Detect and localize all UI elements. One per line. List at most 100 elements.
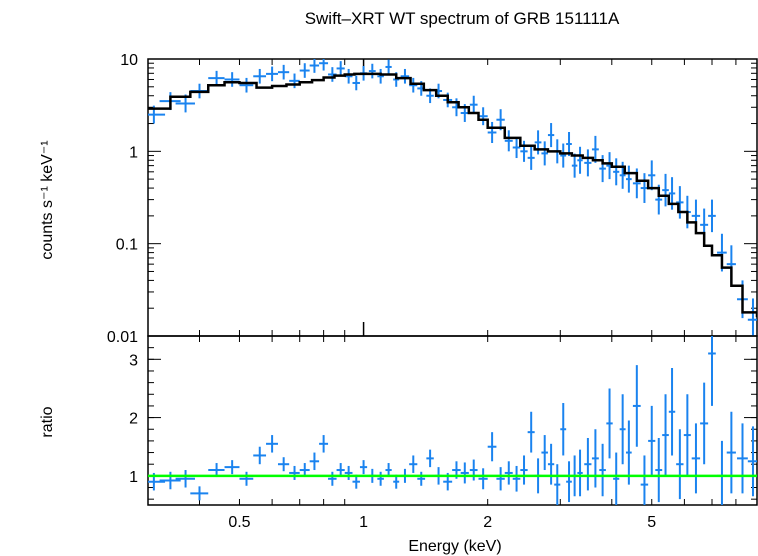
x-tick-label: 2 — [483, 514, 492, 531]
spectrum-data-point — [253, 68, 267, 84]
ratio-data-point — [478, 468, 488, 490]
spectrum-data-point — [277, 64, 290, 80]
spectrum-data-point — [520, 140, 528, 162]
ratio-data-point — [662, 394, 669, 476]
ratio-data-point — [239, 471, 254, 486]
ratio-data-point — [512, 465, 521, 492]
y-tick-label: 0.01 — [107, 329, 138, 346]
y-tick-label: 2 — [129, 411, 138, 428]
ratio-panel: 0.5 1 2 5 1 2 3 — [129, 59, 758, 531]
model-curve-group — [148, 72, 757, 318]
x-tick-label: 0.5 — [228, 514, 250, 531]
spectrum-data-point — [708, 199, 716, 233]
y-tick-label: 1 — [129, 144, 138, 161]
ratio-data-point — [640, 455, 649, 505]
ratio-data-point — [708, 336, 716, 406]
spectrum-data-point — [504, 130, 513, 152]
spectrum-data-point — [541, 141, 548, 166]
spectrum-data-point — [566, 131, 572, 157]
ratio-data-point — [426, 449, 434, 468]
spectrum-data-point — [409, 77, 418, 93]
ratio-y-axis-label: ratio — [39, 406, 56, 437]
ratio-data-point — [700, 382, 709, 465]
spectrum-data-point — [584, 149, 592, 177]
ratio-data-point — [175, 470, 195, 488]
chart-title: Swift–XRT WT spectrum of GRB 151111A — [305, 9, 620, 28]
ratio-plot-frame — [147, 335, 758, 506]
ratio-data-point — [289, 465, 300, 480]
x-tick-label: 1 — [359, 514, 368, 531]
ratio-data-point — [487, 432, 497, 462]
x-axis-label: Energy (keV) — [408, 538, 501, 555]
y-tick-label: 0.1 — [116, 237, 138, 254]
ratio-data-point — [504, 461, 513, 485]
spectrum-data-point — [385, 59, 392, 75]
y-tick-label: 10 — [120, 52, 138, 69]
ratio-data-point — [591, 429, 599, 488]
spectrum-data-point — [571, 153, 578, 178]
spectrum-data-point — [577, 146, 583, 174]
ratio-data-point — [309, 452, 320, 471]
ratio-data-point — [359, 460, 368, 475]
ratio-data-point — [726, 411, 736, 494]
ratio-data-point — [613, 452, 620, 505]
spectrum-data-point — [336, 61, 345, 76]
spectrum-data-point — [289, 73, 300, 89]
spectrum-data-point — [469, 95, 478, 114]
spectrum-data-point — [613, 158, 620, 186]
spectrum-panel: 0.01 0.1 1 10 — [107, 52, 758, 505]
spectrum-data-point — [747, 298, 757, 336]
ratio-data-point — [496, 467, 505, 491]
ratio-data-point — [266, 435, 278, 453]
spectrum-data-point — [319, 59, 329, 71]
spectrum-data-point — [487, 121, 497, 144]
ratio-data-point — [527, 411, 535, 453]
ratio-data-points — [148, 336, 757, 505]
ratio-data-point — [577, 449, 583, 497]
ratio-data-point — [668, 368, 676, 456]
ratio-data-point — [683, 394, 691, 476]
ratio-data-point — [619, 394, 626, 465]
spectrum-data-point — [400, 68, 410, 84]
model-curve — [148, 72, 757, 318]
x-tick-label: 5 — [647, 514, 656, 531]
spectrum-data-point — [560, 143, 567, 168]
ratio-data-point — [409, 455, 418, 473]
ratio-data-point — [599, 443, 606, 497]
spectrum-data-point — [648, 160, 656, 191]
ratio-data-point — [737, 423, 748, 494]
ratio-data-point — [520, 455, 528, 485]
ratio-data-point — [648, 405, 656, 476]
spectrum-data-point — [266, 66, 278, 82]
ratio-data-point — [328, 471, 337, 486]
ratio-data-point — [632, 365, 641, 447]
ratio-data-point — [224, 460, 240, 475]
ratio-data-point — [547, 443, 555, 485]
spectrum-data-point — [368, 63, 376, 79]
ratio-data-point — [584, 437, 592, 491]
ratio-data-point — [190, 486, 209, 501]
ratio-data-point — [554, 464, 561, 505]
spectrum-data-point — [662, 173, 669, 207]
spectrum-data-point — [591, 135, 599, 163]
y-tick-label: 1 — [129, 469, 138, 486]
ratio-data-point — [655, 437, 663, 503]
ratio-data-point — [377, 471, 384, 486]
ratio-data-point — [319, 435, 329, 453]
spectrum-data-point — [299, 63, 310, 78]
spectrum-data-point — [352, 75, 360, 91]
ratio-data-point — [277, 457, 290, 472]
spectrum-data-point — [309, 59, 320, 73]
spectrum-data-point — [224, 72, 240, 87]
ratio-data-point — [747, 426, 757, 497]
spectrum-data-point — [239, 77, 254, 93]
ratio-data-point — [541, 435, 548, 471]
ratio-data-point — [676, 429, 684, 500]
spectrum-data-point — [208, 70, 225, 86]
spectrum-data-point — [625, 165, 632, 193]
ratio-data-point — [560, 403, 567, 456]
spectrum-y-axis-label: counts s⁻¹ keV⁻¹ — [39, 140, 56, 259]
y-tick-label: 3 — [129, 352, 138, 369]
ratio-data-point — [566, 461, 572, 503]
